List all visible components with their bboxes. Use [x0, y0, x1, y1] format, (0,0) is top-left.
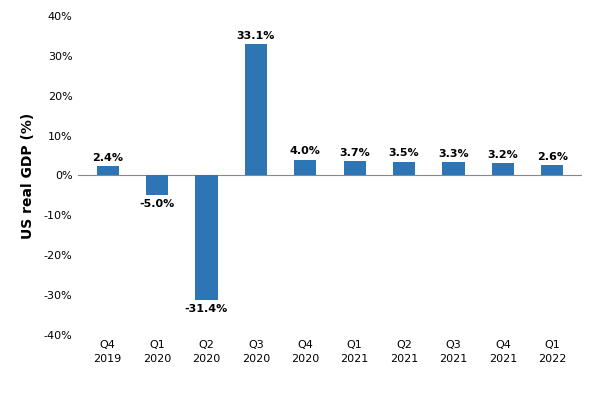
- Text: 33.1%: 33.1%: [236, 31, 275, 40]
- Text: -31.4%: -31.4%: [185, 304, 228, 313]
- Text: 3.3%: 3.3%: [438, 149, 469, 159]
- Bar: [393, 162, 415, 175]
- Bar: [245, 44, 267, 175]
- Text: 3.5%: 3.5%: [389, 149, 419, 158]
- Text: 3.7%: 3.7%: [340, 148, 370, 157]
- Bar: [294, 160, 316, 175]
- Y-axis label: US real GDP (%): US real GDP (%): [22, 112, 35, 239]
- Text: 3.2%: 3.2%: [488, 149, 518, 160]
- Text: 4.0%: 4.0%: [290, 146, 321, 156]
- Bar: [541, 165, 563, 175]
- Bar: [492, 163, 514, 175]
- Bar: [196, 175, 218, 300]
- Text: 2.6%: 2.6%: [537, 152, 568, 162]
- Text: -5.0%: -5.0%: [139, 199, 175, 208]
- Text: 2.4%: 2.4%: [92, 153, 123, 163]
- Bar: [442, 162, 464, 175]
- Bar: [97, 166, 119, 175]
- Bar: [344, 161, 366, 175]
- Bar: [146, 175, 168, 195]
